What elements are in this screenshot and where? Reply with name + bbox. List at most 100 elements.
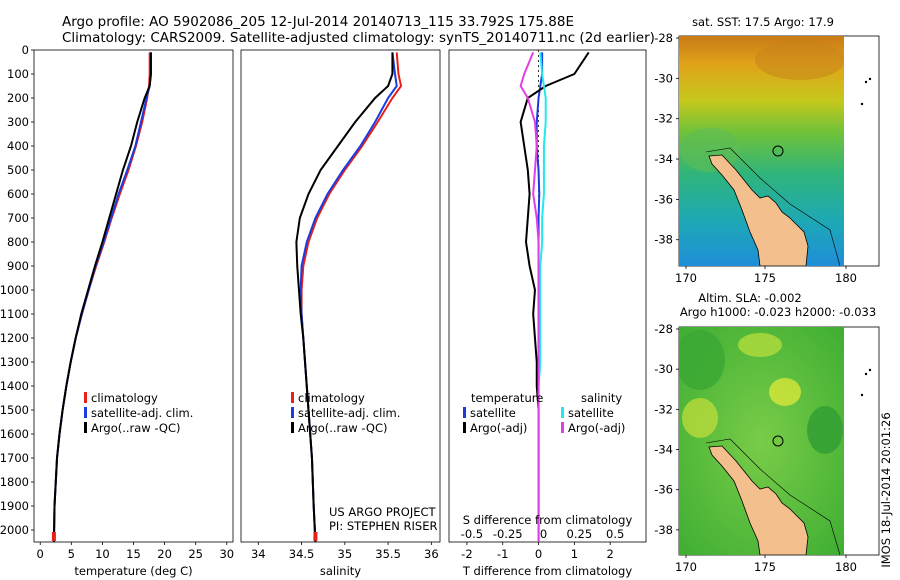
- map-y-tick-label: -34: [654, 443, 673, 457]
- secondary-axis-title: S difference from climatology: [463, 513, 633, 527]
- legend-swatch: [291, 392, 294, 403]
- legend-heading: temperature: [471, 391, 543, 405]
- panel-frame: [448, 49, 647, 543]
- x-tick-label: 35: [338, 547, 353, 561]
- sla-map: [678, 326, 880, 556]
- series-line: [52, 52, 152, 543]
- bottom-marker: [313, 532, 318, 541]
- legend-swatch: [463, 407, 466, 418]
- x-tick-label: 10: [95, 547, 110, 561]
- depth-tick-label: 1500: [0, 403, 29, 417]
- depth-tick-label: 1800: [0, 475, 29, 489]
- sst-map: [678, 35, 880, 267]
- depth-tick-label: 700: [7, 211, 29, 225]
- panel-annotation: US ARGO PROJECT: [329, 505, 437, 519]
- legend-swatch: [561, 422, 564, 433]
- map-y-tick-label: -32: [654, 112, 673, 126]
- map-y-tick-label: -30: [654, 362, 673, 376]
- sla-map-subtitle: Argo h1000: -0.023 h2000: -0.033: [680, 305, 876, 319]
- secondary-tick-label: 0: [540, 527, 547, 541]
- panel-frame: [240, 49, 441, 543]
- x-tick-label: -2: [461, 547, 472, 561]
- map-x-tick-label: 180: [835, 560, 857, 574]
- secondary-tick-label: 0.25: [567, 527, 593, 541]
- legend-swatch: [84, 392, 87, 403]
- map-x-tick-label: 170: [675, 271, 697, 285]
- map-y-tick-label: -34: [654, 152, 673, 166]
- bottom-marker: [51, 532, 56, 541]
- depth-tick-label: 1400: [0, 379, 29, 393]
- depth-tick-label: 1300: [0, 355, 29, 369]
- legend-entry: satellite: [470, 406, 516, 420]
- panel-frame: [33, 49, 234, 543]
- legend-swatch: [291, 407, 294, 418]
- depth-tick-label: 200: [7, 91, 29, 105]
- map-y-tick-label: -32: [654, 402, 673, 416]
- legend-entry: satellite-adj. clim.: [91, 406, 193, 420]
- imos-timestamp: IMOS 18-Jul-2014 20:01:26: [879, 412, 893, 568]
- x-tick-label: 34: [251, 547, 266, 561]
- legend-entry: satellite-adj. clim.: [298, 406, 400, 420]
- legend-swatch: [561, 407, 564, 418]
- depth-tick-label: 0: [22, 43, 29, 57]
- header-line-2: Climatology: CARS2009. Satellite-adjuste…: [62, 30, 655, 46]
- depth-tick-label: 1600: [0, 427, 29, 441]
- x-tick-label: 0: [535, 547, 542, 561]
- sla-map-title: Altim. SLA: -0.002: [698, 291, 802, 305]
- secondary-tick-label: -0.5: [461, 527, 483, 541]
- x-tick-label: 30: [219, 547, 234, 561]
- legend-entry: Argo(-adj): [568, 421, 625, 435]
- panel-annotation: PI: STEPHEN RISER: [329, 519, 438, 533]
- legend-entry: Argo(-adj): [470, 421, 527, 435]
- map-y-tick-label: -36: [654, 192, 673, 206]
- map-x-tick-label: 175: [754, 560, 776, 574]
- depth-tick-label: 1900: [0, 499, 29, 513]
- map-y-tick-label: -38: [654, 523, 673, 537]
- profile-panel-1: 0100200300400500600700800900100011001200…: [0, 43, 234, 578]
- profile-panel-2: 34 34.5 35 35.5 36 salinity climatologysatelli…: [240, 49, 441, 578]
- depth-tick-label: 1100: [0, 307, 29, 321]
- depth-tick-label: 1200: [0, 331, 29, 345]
- map-y-tick-label: -38: [654, 233, 673, 247]
- legend-swatch: [291, 422, 294, 433]
- x-tick-label: 36: [424, 547, 439, 561]
- map-x-tick-label: 170: [675, 560, 697, 574]
- depth-tick-label: 100: [7, 67, 29, 81]
- x-tick-label: 25: [188, 547, 203, 561]
- legend-entry: Argo(..raw -QC): [91, 421, 181, 435]
- x-axis-label: salinity: [320, 564, 361, 578]
- map-y-tick-label: -28: [654, 31, 673, 45]
- map-y-tick-label: -28: [654, 322, 673, 336]
- legend-swatch: [84, 407, 87, 418]
- x-tick-label: 0: [37, 547, 44, 561]
- x-tick-label: 34.5: [289, 547, 315, 561]
- legend-swatch: [84, 422, 87, 433]
- legend-entry: Argo(..raw -QC): [298, 421, 388, 435]
- header-line-1: Argo profile: AO 5902086_205 12-Jul-2014…: [62, 14, 574, 30]
- map-x-tick-label: 180: [835, 271, 857, 285]
- secondary-tick-label: -0.25: [493, 527, 523, 541]
- series-line: [519, 52, 540, 542]
- depth-tick-label: 300: [7, 115, 29, 129]
- legend-swatch: [463, 422, 466, 433]
- x-tick-label: 20: [157, 547, 172, 561]
- x-axis-label: T difference from climatology: [462, 564, 633, 578]
- depth-tick-label: 1000: [0, 283, 29, 297]
- map-x-tick-label: 175: [754, 271, 776, 285]
- x-tick-label: 2: [607, 547, 614, 561]
- sst-map-title: sat. SST: 17.5 Argo: 17.9: [692, 15, 834, 29]
- map-y-tick-label: -36: [654, 483, 673, 497]
- legend-heading: salinity: [581, 391, 622, 405]
- legend-entry: climatology: [298, 391, 365, 405]
- legend-entry: satellite: [568, 406, 614, 420]
- x-tick-label: 15: [126, 547, 141, 561]
- depth-tick-label: 800: [7, 235, 29, 249]
- depth-tick-label: 600: [7, 187, 29, 201]
- secondary-tick-label: 0.5: [606, 527, 624, 541]
- x-tick-label: 5: [68, 547, 75, 561]
- x-tick-label: -1: [497, 547, 508, 561]
- depth-tick-label: 1700: [0, 451, 29, 465]
- x-tick-label: 35.5: [375, 547, 401, 561]
- x-axis-label: temperature (deg C): [74, 564, 192, 578]
